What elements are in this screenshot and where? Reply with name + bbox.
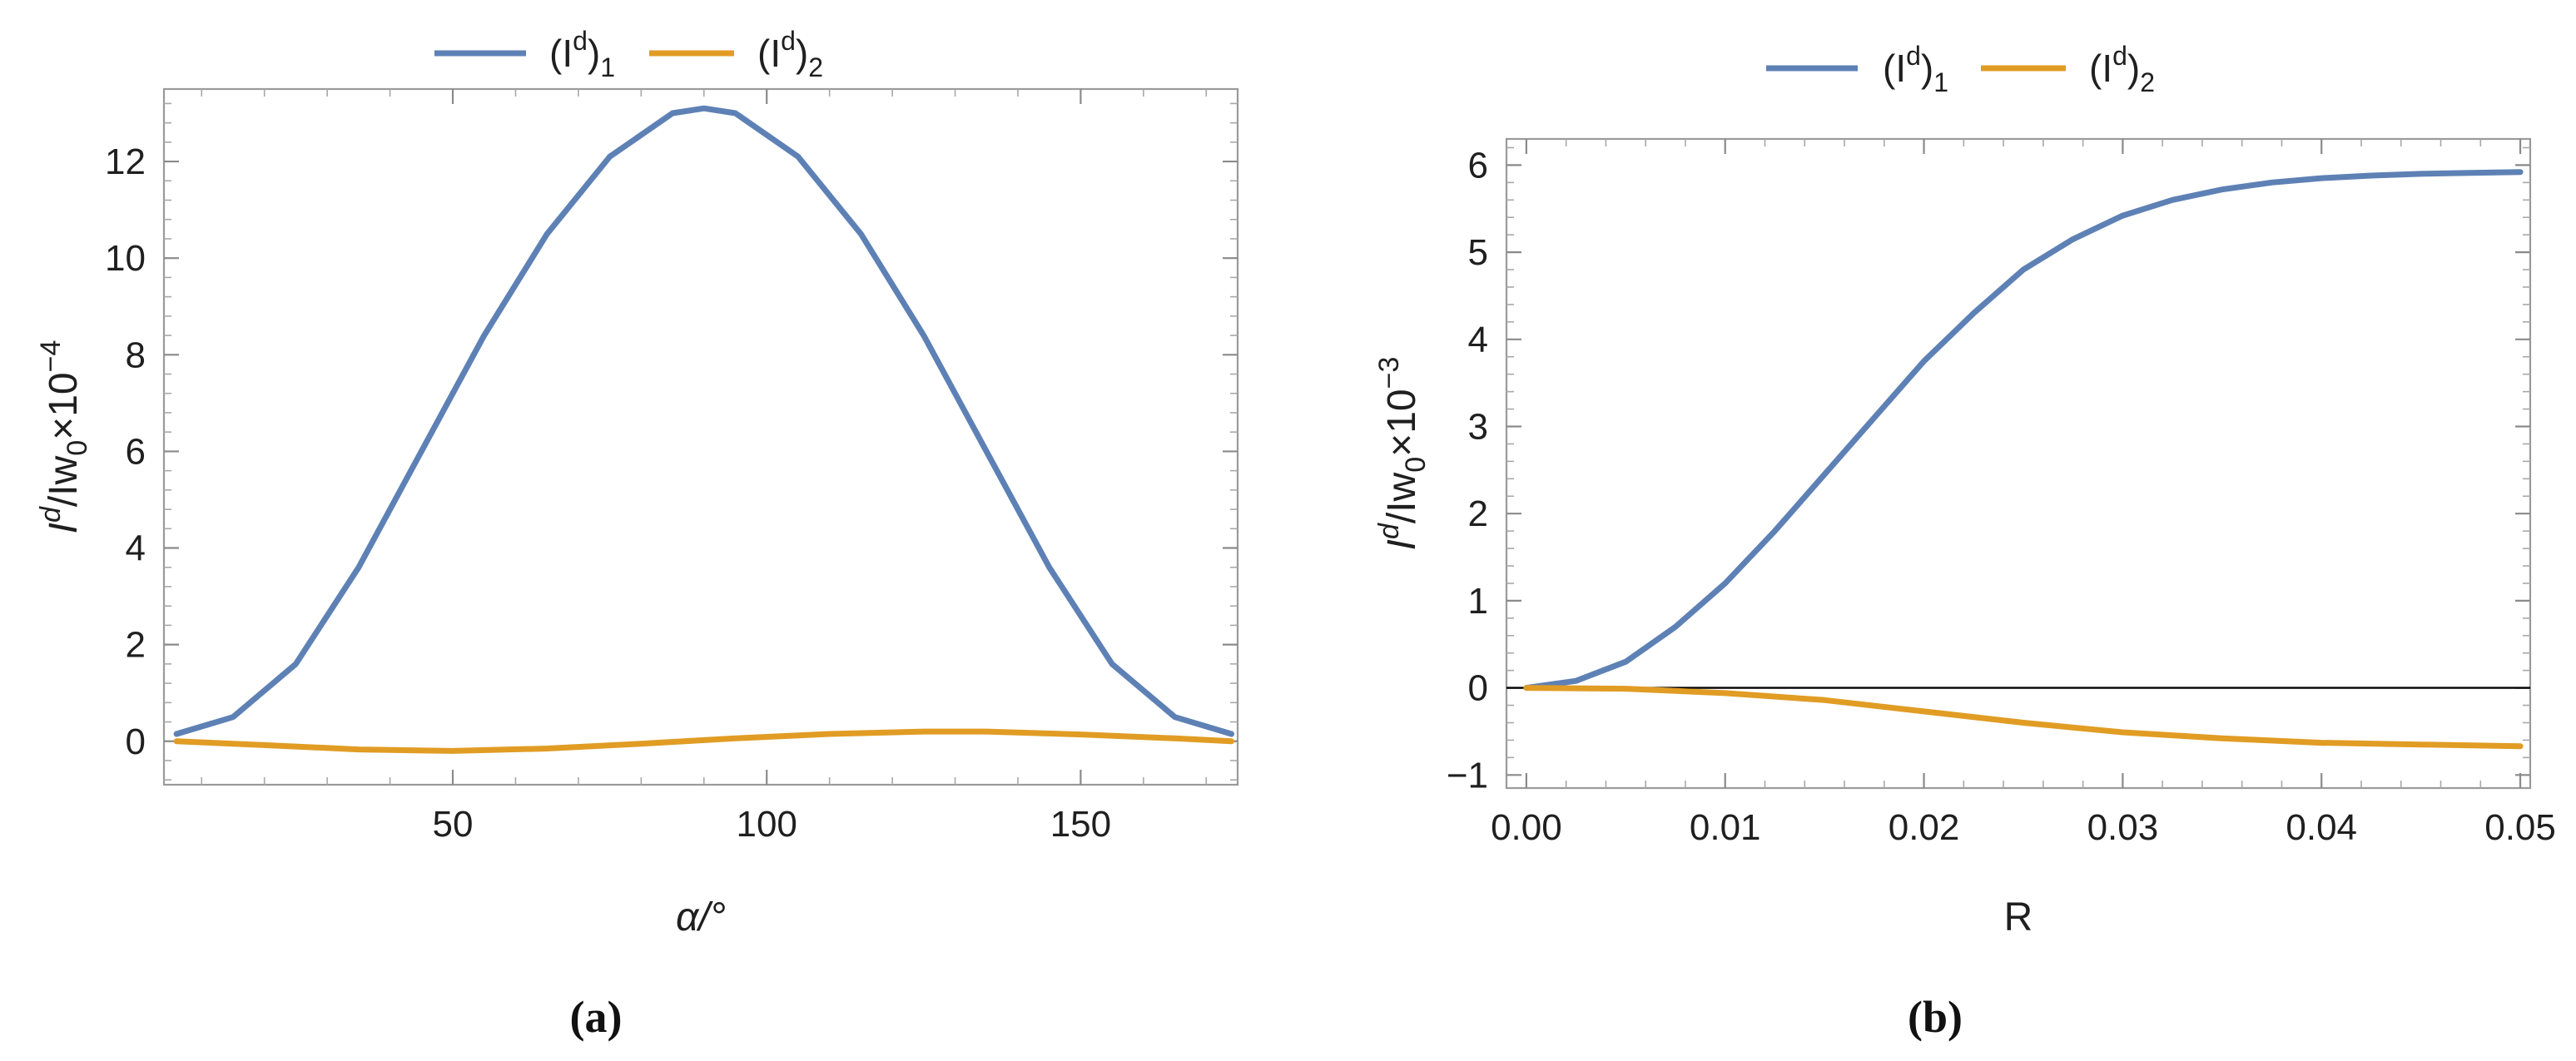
legend-b: (Id)1 (Id)2: [1766, 41, 2155, 97]
x-tick-label: 0.04: [2286, 807, 2357, 848]
legend-b-label-2: (Id)2: [2089, 41, 2155, 97]
y-axis-label-b: Id/Iw0×10−3: [1373, 357, 1432, 551]
series-line-1: [173, 105, 1234, 737]
y-axis-label-a: Id/Iw0×10−4: [35, 340, 93, 534]
y-tick-label: 6: [1468, 145, 1488, 186]
tick-labels-a: 50 100 150 0 2 4 6 8 10 12: [105, 141, 1111, 845]
x-tick-label: 150: [1050, 804, 1111, 845]
x-tick-label: 0.01: [1690, 807, 1761, 848]
y-tick-label: −1: [1447, 755, 1488, 796]
caption-b: (b): [1908, 992, 1963, 1042]
x-tick-label: 0.02: [1889, 807, 1960, 848]
x-tick-label: 0.00: [1491, 807, 1562, 848]
y-tick-label: 0: [126, 721, 146, 762]
y-tick-label: 5: [1468, 232, 1488, 273]
x-axis-label-b: R: [2004, 895, 2033, 940]
plot-frame-a: [162, 87, 1239, 786]
x-tick-label: 50: [433, 804, 474, 845]
series-line-2: [173, 728, 1234, 754]
y-tick-label: 4: [126, 528, 146, 569]
y-tick-label: 4: [1468, 320, 1488, 360]
caption-a: (a): [570, 992, 623, 1042]
legend-a: (Id)1 (Id)2: [434, 26, 823, 82]
legend-a-label-1: (Id)1: [549, 26, 615, 82]
series-line-2: [1523, 685, 2524, 750]
y-tick-label: 6: [126, 431, 146, 472]
x-axis-label-a: α/°: [676, 895, 726, 940]
y-tick-label: 1: [1468, 581, 1488, 622]
x-tick-label: 0.05: [2484, 807, 2556, 848]
x-tick-label: 100: [736, 804, 797, 845]
plot-frame-b: [1505, 137, 2532, 790]
y-tick-label: 8: [126, 335, 146, 375]
series-line-1: [1523, 169, 2524, 692]
y-tick-label: 12: [105, 141, 146, 182]
y-tick-label: 10: [105, 238, 146, 279]
y-tick-label: 2: [126, 625, 146, 666]
y-tick-label: 2: [1468, 493, 1488, 534]
tick-labels-b: 0.00 0.01 0.02 0.03 0.04 0.05 −1 0 1 2 3 4 5 6: [1447, 145, 2556, 848]
series-b: [1506, 169, 2530, 750]
panel-a: (Id)1 (Id)2 50 100 150 0 2 4 6 8 10 12 α/° Id/Iw0…: [35, 26, 1239, 1042]
legend-a-label-2: (Id)2: [757, 26, 823, 82]
y-tick-label: 0: [1468, 668, 1488, 709]
legend-b-label-1: (Id)1: [1883, 41, 1948, 97]
ticks-a: [164, 89, 1238, 785]
panel-b: (Id)1 (Id)2 0.00 0.01 0.02 0.03 0.04 0.05 −1 0 1…: [1373, 41, 2556, 1042]
series-a: [173, 105, 1234, 754]
x-tick-label: 0.03: [2087, 807, 2159, 848]
y-tick-label: 3: [1468, 407, 1488, 448]
